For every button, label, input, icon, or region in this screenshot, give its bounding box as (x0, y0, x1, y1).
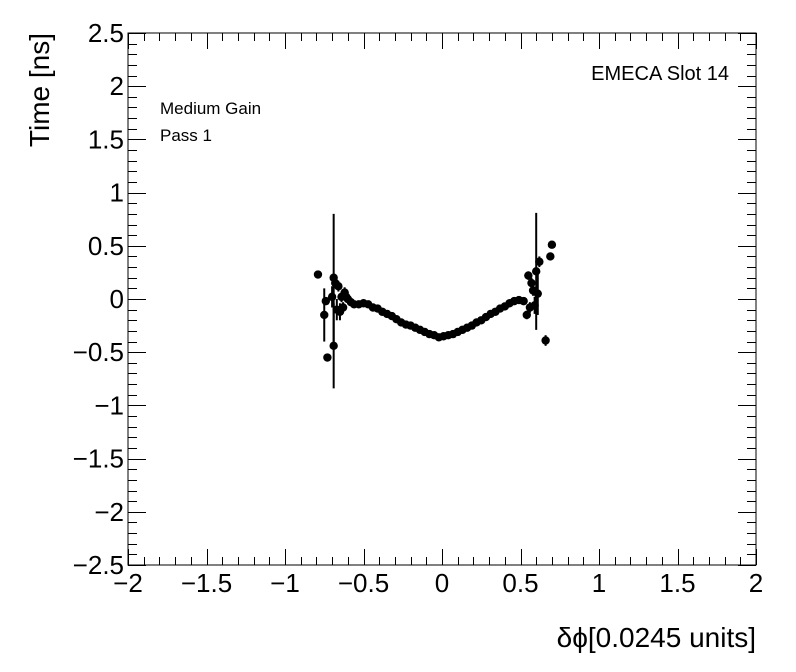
data-point (323, 353, 332, 362)
x-tick-label: −1 (270, 568, 300, 598)
data-point (524, 271, 533, 280)
y-tick-label: 1.5 (88, 124, 124, 154)
y-tick-label: 2.5 (88, 18, 124, 48)
y-tick-label: 0 (110, 284, 124, 314)
y-tick-label: 1 (110, 178, 124, 208)
y-tick-label: −1 (94, 390, 124, 420)
y-tick-labels: 2.5 2 1.5 1 0.5 0 −0.5 −1 −1.5 −2 −2.5 (73, 18, 124, 580)
data-point (338, 303, 348, 312)
y-axis-title: Time [ns] (24, 33, 55, 147)
x-tick-label: −2 (113, 568, 143, 598)
x-tick-label: 1 (592, 568, 606, 598)
data-point (329, 341, 338, 351)
x-tick-label: −1.5 (181, 568, 232, 598)
x-tick-label: 0.5 (502, 568, 538, 598)
y-tick-label: −1.5 (73, 444, 124, 474)
data-point (519, 296, 528, 306)
data-points (313, 212, 557, 389)
data-point (532, 267, 541, 276)
x-tick-label: −0.5 (338, 568, 389, 598)
x-tick-label: 2 (749, 568, 763, 598)
data-point (527, 278, 536, 288)
axis-ticks (128, 33, 757, 566)
data-point (327, 292, 337, 302)
y-tick-label: −2 (94, 497, 124, 527)
x-tick-labels: −2 −1.5 −1 −0.5 0 0.5 1 1.5 2 (113, 568, 763, 598)
data-point (546, 252, 555, 261)
data-point (533, 289, 542, 298)
y-tick-label: −0.5 (73, 337, 124, 367)
annotation-slot: EMECA Slot 14 (591, 63, 729, 85)
annotation-pass: Pass 1 (160, 126, 212, 145)
x-tick-label: 1.5 (659, 568, 695, 598)
x-tick-label: 0 (435, 568, 449, 598)
data-point (535, 257, 544, 266)
data-point (320, 310, 329, 320)
data-point (313, 270, 323, 279)
data-point (334, 282, 343, 291)
y-tick-label: −2.5 (73, 550, 124, 580)
data-point (547, 240, 557, 249)
y-tick-label: 2 (110, 71, 124, 101)
y-tick-label: 0.5 (88, 231, 124, 261)
x-axis-title: δϕ[0.0245 units] (557, 622, 756, 653)
data-point (541, 336, 550, 345)
annotation-gain: Medium Gain (160, 99, 261, 118)
data-point (522, 310, 531, 320)
